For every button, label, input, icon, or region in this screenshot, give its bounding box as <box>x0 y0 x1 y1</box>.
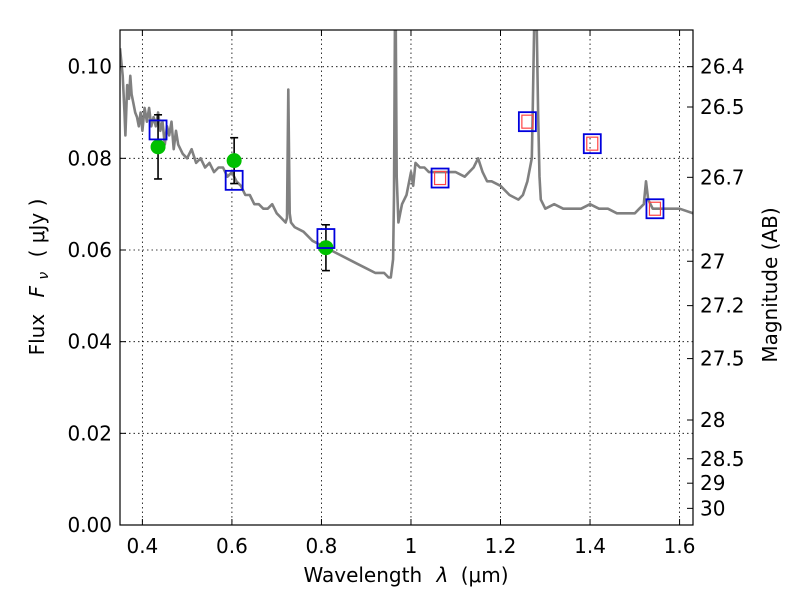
x-tick-label: 1.2 <box>485 534 517 558</box>
model-photometry-square <box>430 167 450 189</box>
model-photometry-square <box>316 228 336 249</box>
y-tick-label: 0.04 <box>67 330 112 354</box>
y-tick-label: 0.08 <box>67 146 112 170</box>
x-tick-label: 1.6 <box>664 534 696 558</box>
magnitude-tick-label: 30 <box>700 496 725 520</box>
y-tick-label: 0.02 <box>67 421 112 445</box>
x-tick-label: 1.4 <box>574 534 606 558</box>
model-spectrum-line <box>120 30 693 279</box>
y-axis-label-subscript: ν <box>36 272 52 280</box>
grid-layer <box>120 30 693 526</box>
x-axis-label-symbol: λ <box>436 563 449 587</box>
y-axis-label: Flux F ν ( μJy ) <box>25 199 53 356</box>
square-layer <box>148 111 665 249</box>
model-photometry-square <box>645 198 665 220</box>
observed-point <box>226 153 242 169</box>
magnitude-tick-label: 26.4 <box>700 55 745 79</box>
model-photometry-square <box>582 133 602 155</box>
model-photometry-small-square <box>586 136 599 151</box>
magnitude-tick-label: 27 <box>700 249 725 273</box>
y-tick-label: 0.00 <box>67 513 112 537</box>
errorbar-layer <box>154 113 330 272</box>
model-photometry-square <box>517 111 537 133</box>
model-photometry-small-square <box>433 170 447 186</box>
magnitude-tick-label: 27.5 <box>700 347 745 371</box>
x-axis-label: Wavelength λ (μm) <box>303 563 508 587</box>
y-axis-label-unit: ( μJy ) <box>25 199 49 258</box>
y-axis-label-text: Flux <box>25 314 49 356</box>
spectrum-layer <box>120 30 693 279</box>
y-tick-label: 0.06 <box>67 238 112 262</box>
x-tick-label: 0.4 <box>126 534 158 558</box>
magnitude-tick-label: 26.5 <box>700 95 745 119</box>
x-tick-label: 0.6 <box>216 534 248 558</box>
x-tick-label: 1 <box>405 534 418 558</box>
model-photometry-small-square <box>521 114 534 129</box>
observed-point <box>150 139 166 155</box>
magnitude-tick-label: 26.7 <box>700 165 745 189</box>
model-photometry-square <box>224 169 244 191</box>
magnitude-tick-label: 29 <box>700 471 725 495</box>
point-layer <box>150 139 334 256</box>
magnitude-tick-label: 28.5 <box>700 447 745 471</box>
y-axis-label-symbol: F <box>25 285 49 297</box>
model-photometry-square <box>148 119 168 141</box>
y-tick-layer: 0.00 0.02 0.04 0.06 0.08 0.10 <box>67 55 126 537</box>
plot-frame <box>119 29 694 526</box>
x-tick-label: 0.8 <box>306 534 338 558</box>
x-axis-label-unit: (μm) <box>461 563 509 587</box>
model-photometry-small-square <box>648 201 662 216</box>
magnitude-tick-label: 28 <box>700 408 725 432</box>
x-axis-label-text: Wavelength <box>303 563 422 587</box>
y-tick-label: 0.10 <box>67 55 112 79</box>
magnitude-tick-label: 27.2 <box>700 294 745 318</box>
x-tick-layer: 0.4 0.6 0.8 1 1.2 1.4 1.6 <box>126 30 695 558</box>
right-axis-label: Magnitude (AB) <box>758 207 782 362</box>
